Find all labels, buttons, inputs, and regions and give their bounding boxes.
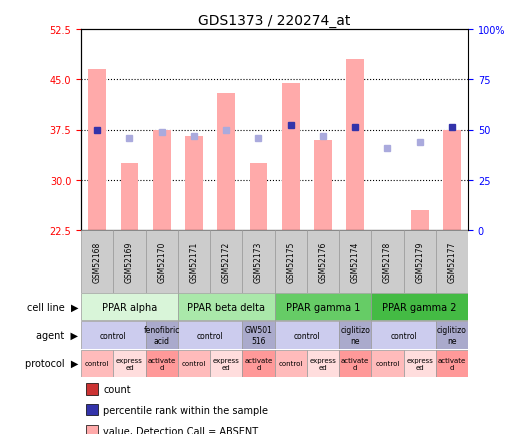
Bar <box>210 350 242 377</box>
Bar <box>249 164 267 230</box>
Bar <box>145 322 178 349</box>
Text: control: control <box>100 331 127 340</box>
Text: GSM52173: GSM52173 <box>254 241 263 282</box>
Bar <box>178 350 210 377</box>
Text: express
ed: express ed <box>213 357 240 370</box>
Text: GSM52174: GSM52174 <box>351 241 360 282</box>
Bar <box>339 230 371 293</box>
Bar <box>443 130 461 230</box>
Bar <box>436 322 468 349</box>
Bar <box>113 350 145 377</box>
Text: GSM52168: GSM52168 <box>93 241 101 282</box>
Bar <box>210 230 242 293</box>
Text: control: control <box>293 331 320 340</box>
Bar <box>81 293 178 321</box>
Text: GSM52178: GSM52178 <box>383 241 392 282</box>
Bar <box>346 60 364 230</box>
Bar <box>121 164 138 230</box>
Text: ciglitizo
ne: ciglitizo ne <box>437 326 467 345</box>
Text: express
ed: express ed <box>406 357 433 370</box>
Bar <box>411 210 428 230</box>
Text: express
ed: express ed <box>310 357 336 370</box>
Text: cell line  ▶: cell line ▶ <box>27 302 78 312</box>
Bar <box>81 350 113 377</box>
Text: protocol  ▶: protocol ▶ <box>25 358 78 368</box>
Bar <box>242 350 275 377</box>
Text: activate
d: activate d <box>438 357 466 370</box>
Bar <box>145 350 178 377</box>
Bar <box>178 322 242 349</box>
Bar <box>81 322 145 349</box>
Bar <box>275 293 371 321</box>
Text: agent  ▶: agent ▶ <box>37 330 78 340</box>
Bar <box>275 230 307 293</box>
Bar <box>339 350 371 377</box>
Bar <box>307 230 339 293</box>
Bar <box>436 350 468 377</box>
Text: GSM52177: GSM52177 <box>448 241 457 282</box>
Bar <box>178 293 275 321</box>
Text: express
ed: express ed <box>116 357 143 370</box>
Bar <box>314 140 332 230</box>
Text: control: control <box>279 361 303 366</box>
Bar <box>242 230 275 293</box>
Bar <box>371 293 468 321</box>
Bar <box>404 350 436 377</box>
Text: PPAR alpha: PPAR alpha <box>102 302 157 312</box>
Bar <box>275 322 339 349</box>
Text: PPAR beta delta: PPAR beta delta <box>187 302 265 312</box>
Bar <box>178 230 210 293</box>
Text: activate
d: activate d <box>341 357 369 370</box>
Text: GSM52169: GSM52169 <box>125 241 134 282</box>
Bar <box>404 230 436 293</box>
Bar <box>185 137 203 230</box>
Title: GDS1373 / 220274_at: GDS1373 / 220274_at <box>198 14 351 28</box>
Bar <box>436 230 468 293</box>
Text: GSM52179: GSM52179 <box>415 241 424 282</box>
Text: ciglitizo
ne: ciglitizo ne <box>340 326 370 345</box>
Text: GW501
516: GW501 516 <box>245 326 272 345</box>
Text: control: control <box>197 331 223 340</box>
Bar <box>371 322 436 349</box>
Text: control: control <box>390 331 417 340</box>
Text: GSM52176: GSM52176 <box>319 241 327 282</box>
Text: PPAR gamma 1: PPAR gamma 1 <box>286 302 360 312</box>
Bar <box>113 230 145 293</box>
Text: activate
d: activate d <box>244 357 272 370</box>
Text: count: count <box>103 384 131 394</box>
Bar <box>371 350 404 377</box>
Text: GSM52172: GSM52172 <box>222 241 231 282</box>
Text: fenofibric
acid: fenofibric acid <box>143 326 180 345</box>
Text: control: control <box>85 361 109 366</box>
Bar <box>282 84 300 230</box>
Bar <box>81 230 113 293</box>
Text: percentile rank within the sample: percentile rank within the sample <box>103 405 268 414</box>
Bar <box>275 350 307 377</box>
Text: control: control <box>182 361 206 366</box>
Bar <box>307 350 339 377</box>
Text: GSM52171: GSM52171 <box>189 241 198 282</box>
Bar <box>153 130 170 230</box>
Bar <box>145 230 178 293</box>
Bar <box>242 322 275 349</box>
Bar <box>339 322 371 349</box>
Text: activate
d: activate d <box>147 357 176 370</box>
Bar <box>88 70 106 230</box>
Text: GSM52175: GSM52175 <box>286 241 295 282</box>
Text: value, Detection Call = ABSENT: value, Detection Call = ABSENT <box>103 426 258 434</box>
Text: GSM52170: GSM52170 <box>157 241 166 282</box>
Bar <box>218 94 235 230</box>
Text: control: control <box>376 361 400 366</box>
Text: PPAR gamma 2: PPAR gamma 2 <box>382 302 457 312</box>
Bar <box>371 230 404 293</box>
